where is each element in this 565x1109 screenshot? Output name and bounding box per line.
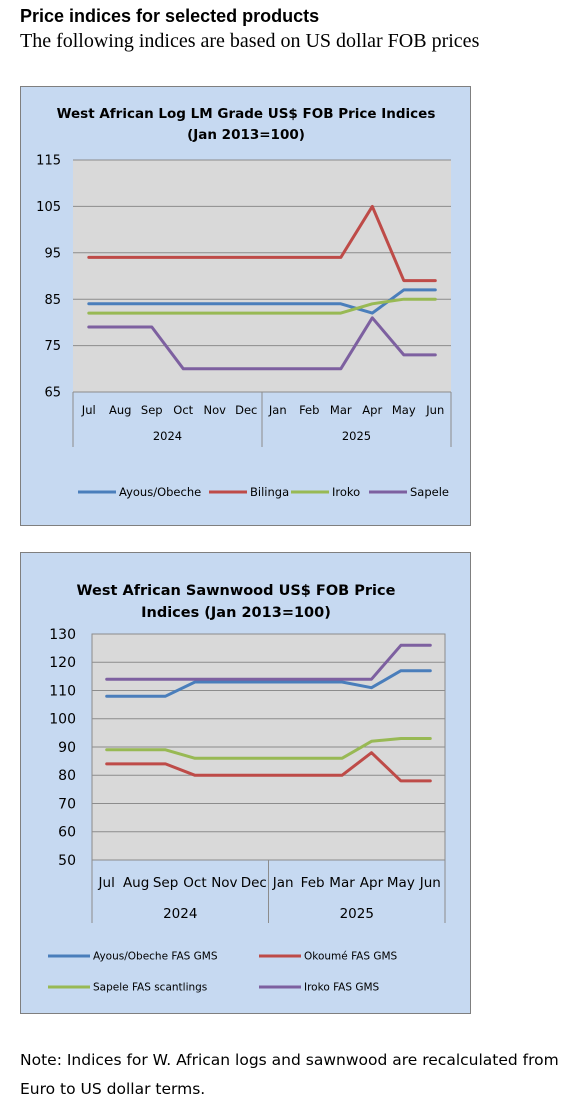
y-tick-label: 80	[58, 768, 76, 784]
chart-title: (Jan 2013=100)	[187, 127, 305, 143]
series-line	[105, 669, 432, 698]
x-tick-label: Apr	[360, 875, 384, 891]
chart-title: West African Sawnwood US$ FOB Price	[77, 583, 396, 599]
y-tick-label: 60	[58, 825, 76, 841]
y-tick-label: 95	[44, 246, 61, 261]
x-tick-label: Nov	[211, 875, 237, 891]
y-tick-label: 70	[58, 796, 76, 812]
y-tick-label: 50	[58, 853, 76, 869]
y-tick-label: 105	[36, 200, 61, 215]
legend-label: Sapele	[410, 485, 449, 499]
legend-label: Ayous/Obeche	[119, 485, 201, 499]
plot-area	[73, 160, 451, 392]
legend-label: Sapele FAS scantlings	[93, 982, 207, 994]
x-tick-label: May	[392, 403, 416, 417]
x-tick-label: Mar	[329, 875, 355, 891]
x-tick-label: Jul	[81, 403, 96, 417]
x-tick-label: Sep	[153, 875, 178, 891]
y-tick-label: 110	[49, 683, 76, 699]
y-tick-label: 130	[49, 627, 76, 643]
x-tick-label: Mar	[330, 403, 352, 417]
y-tick-label: 115	[36, 154, 61, 169]
x-tick-label: Feb	[299, 403, 319, 417]
x-tick-label: Jun	[425, 403, 444, 417]
x-tick-label: May	[387, 875, 415, 891]
x-tick-label: Oct	[173, 403, 193, 417]
y-tick-label: 75	[44, 339, 61, 354]
series-line	[87, 204, 437, 283]
log-price-chart-svg: West African Log LM Grade US$ FOB Price …	[36, 106, 452, 499]
x-tick-label: Aug	[109, 403, 131, 417]
log-price-chart: West African Log LM Grade US$ FOB Price …	[20, 86, 471, 526]
page-subheading: The following indices are based on US do…	[20, 30, 480, 52]
series-line	[105, 737, 432, 760]
legend-label: Iroko	[332, 485, 360, 499]
series-line	[105, 643, 432, 681]
y-tick-label: 100	[49, 712, 76, 728]
legend-label: Okoumé FAS GMS	[304, 951, 398, 963]
series-line	[87, 288, 437, 315]
x-group-label: 2024	[163, 906, 197, 922]
x-group-label: 2025	[340, 906, 374, 922]
x-tick-label: Jun	[419, 875, 441, 891]
y-tick-label: 90	[58, 740, 76, 756]
x-tick-label: Jan	[272, 875, 294, 891]
x-group-label: 2024	[153, 429, 182, 443]
series-line	[105, 751, 432, 783]
y-tick-label: 65	[44, 386, 61, 401]
page-heading: Price indices for selected products	[20, 6, 320, 26]
x-tick-label: Sep	[141, 403, 163, 417]
sawnwood-price-chart: West African Sawnwood US$ FOB Price Indic…	[20, 552, 471, 1014]
x-group-label: 2025	[342, 429, 371, 443]
chart-title: West African Log LM Grade US$ FOB Price …	[57, 106, 436, 122]
series-line	[87, 316, 437, 371]
x-tick-label: Dec	[241, 875, 267, 891]
legend-label: Ayous/Obeche FAS GMS	[93, 951, 218, 963]
x-tick-label: Nov	[204, 403, 227, 417]
x-tick-label: Apr	[362, 403, 382, 417]
x-tick-label: Jul	[98, 875, 115, 891]
legend-label: Bilinga	[250, 485, 289, 499]
x-tick-label: Oct	[183, 875, 206, 891]
x-tick-label: Jan	[268, 403, 287, 417]
footnote: Note: Indices for W. African logs and sa…	[20, 1051, 559, 1098]
x-tick-label: Feb	[301, 875, 325, 891]
y-tick-label: 120	[49, 655, 76, 671]
y-tick-label: 85	[44, 293, 61, 308]
x-tick-label: Aug	[123, 875, 149, 891]
sawnwood-price-chart-svg: West African Sawnwood US$ FOB Price Indic…	[48, 583, 446, 994]
legend-label: Iroko FAS GMS	[304, 982, 380, 994]
x-tick-label: Dec	[235, 403, 257, 417]
chart-title: Indices (Jan 2013=100)	[141, 605, 331, 621]
series-line	[87, 297, 437, 315]
